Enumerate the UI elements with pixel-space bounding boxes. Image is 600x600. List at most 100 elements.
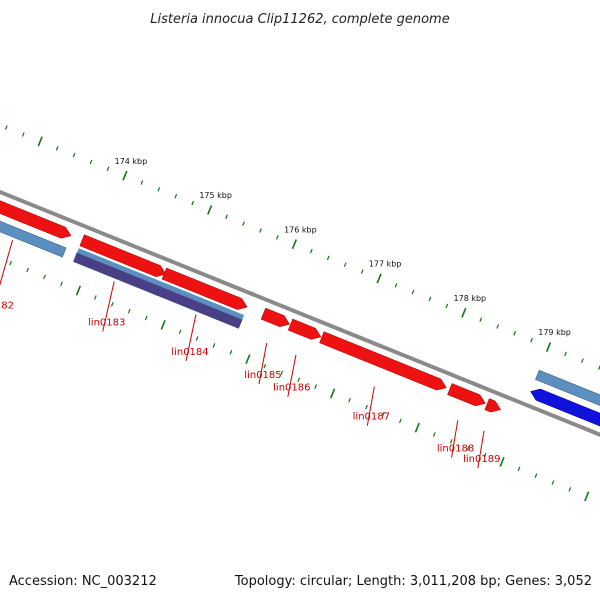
minor-tick-inner xyxy=(89,159,93,165)
minor-tick-inner xyxy=(309,248,313,254)
minor-tick-outer xyxy=(93,295,97,300)
minor-tick-inner xyxy=(496,324,500,329)
minor-tick-outer xyxy=(26,267,29,273)
scale-label: 174 kbp xyxy=(115,157,148,166)
minor-tick-inner xyxy=(259,228,262,233)
minor-tick-outer xyxy=(449,439,453,444)
minor-tick-outer xyxy=(195,336,199,341)
minor-tick-inner xyxy=(445,303,449,309)
minor-tick-outer xyxy=(382,411,385,417)
cds-arrow-lin0183 xyxy=(79,234,167,277)
gene-bar-lin0184 xyxy=(155,285,243,329)
gene-label-lin0186[interactable]: lin0186 xyxy=(273,383,310,394)
leader-line-lin0188 xyxy=(451,420,459,458)
cds-arrow-lin0182 xyxy=(0,200,72,239)
major-tick-inner xyxy=(207,204,213,215)
minor-tick-inner xyxy=(72,152,76,158)
minor-tick-outer xyxy=(483,452,487,458)
leader-line-lin0187 xyxy=(366,386,375,426)
minor-tick-inner xyxy=(479,317,483,322)
major-tick-outer xyxy=(584,491,590,502)
minor-tick-inner xyxy=(4,125,8,130)
scale-label: 178 kbp xyxy=(454,294,487,303)
minor-tick-inner xyxy=(326,255,330,261)
gene-bar-lower-lin0183 xyxy=(77,248,163,287)
gene-label-lin0187[interactable]: lin0187 xyxy=(353,412,390,423)
leader-line-lin0186 xyxy=(287,354,297,397)
gene-label-lin0183[interactable]: lin0183 xyxy=(88,318,125,329)
gene-label-lin0184[interactable]: lin0184 xyxy=(171,347,208,358)
cds-arrow-lin0185 xyxy=(260,307,290,327)
scale-label: 175 kbp xyxy=(199,191,232,200)
minor-tick-inner xyxy=(55,145,59,151)
minor-tick-outer xyxy=(110,302,114,307)
minor-tick-outer xyxy=(229,350,233,355)
genome-summary-text: Topology: circular; Length: 3,011,208 bp… xyxy=(234,574,592,589)
gene-label-lin0185[interactable]: lin0185 xyxy=(244,370,281,381)
minor-tick-outer xyxy=(212,343,216,348)
minor-tick-outer xyxy=(9,260,13,266)
gene-bar-lower-lin0184 xyxy=(159,281,245,320)
major-tick-inner xyxy=(37,136,43,147)
minor-tick-outer xyxy=(432,432,436,437)
minor-tick-inner xyxy=(276,235,279,240)
minor-tick-outer xyxy=(399,418,402,424)
minor-tick-inner xyxy=(513,331,517,336)
minor-tick-inner xyxy=(140,180,144,185)
minor-tick-inner xyxy=(581,358,584,364)
minor-tick-outer xyxy=(144,315,148,321)
minor-tick-outer xyxy=(534,473,538,478)
minor-tick-outer xyxy=(263,363,267,369)
minor-tick-outer xyxy=(348,398,351,403)
major-tick-inner xyxy=(122,170,128,181)
minor-tick-inner xyxy=(174,193,178,199)
scale-label: 177 kbp xyxy=(369,260,402,269)
minor-tick-outer xyxy=(43,274,46,280)
minor-tick-inner xyxy=(564,351,567,357)
minor-tick-outer xyxy=(568,487,572,492)
leader-line-lin0189 xyxy=(477,430,485,469)
cds-arrow-lin0190 xyxy=(530,388,600,427)
leader-line-lin0184 xyxy=(185,314,197,362)
minor-tick-outer xyxy=(466,446,470,451)
minor-tick-inner xyxy=(530,337,533,343)
major-tick-outer xyxy=(160,319,166,330)
label-layer: lin0182 lin0183 lin0184 lin0185 lin0186 lin01… xyxy=(0,240,500,469)
tick-layer xyxy=(4,125,600,502)
gene-bar-lin0190 xyxy=(535,369,600,406)
accession-text: Accession: NC_003212 xyxy=(9,574,157,589)
major-tick-outer xyxy=(414,422,420,433)
minor-tick-inner xyxy=(411,289,415,295)
minor-tick-inner xyxy=(394,283,398,288)
leader-line-lin0182 xyxy=(0,240,14,286)
cds-arrow-lin0188 xyxy=(447,383,486,407)
leader-line-lin0185 xyxy=(258,342,268,385)
gene-bar-lin0182 xyxy=(0,220,67,258)
gene-label-lin0189[interactable]: lin0189 xyxy=(463,454,500,465)
minor-tick-outer xyxy=(60,281,63,287)
major-tick-outer xyxy=(499,457,505,467)
scale-label: 176 kbp xyxy=(284,225,317,234)
major-tick-inner xyxy=(291,239,297,250)
major-tick-outer xyxy=(329,388,336,399)
minor-tick-inner xyxy=(343,262,347,268)
minor-tick-inner xyxy=(106,166,110,172)
minor-tick-outer xyxy=(365,404,368,410)
scale-label-layer: 174 kbp 175 kbp 176 kbp 177 kbp 178 kbp 179 k… xyxy=(115,157,571,337)
minor-tick-outer xyxy=(297,377,301,382)
minor-tick-inner xyxy=(21,132,25,137)
major-tick-inner xyxy=(461,307,467,318)
minor-tick-outer xyxy=(314,384,318,389)
minor-tick-inner xyxy=(225,214,228,220)
minor-tick-inner xyxy=(242,221,245,226)
gene-label-lin0188[interactable]: lin0188 xyxy=(437,444,474,455)
feature-layer xyxy=(0,200,600,427)
major-tick-inner xyxy=(376,273,382,284)
major-tick-outer xyxy=(75,285,82,296)
cds-arrow-lin0184 xyxy=(161,267,248,310)
major-tick-outer xyxy=(245,354,251,365)
gene-label-lin0182[interactable]: lin0182 xyxy=(0,301,14,312)
minor-tick-outer xyxy=(178,329,182,334)
